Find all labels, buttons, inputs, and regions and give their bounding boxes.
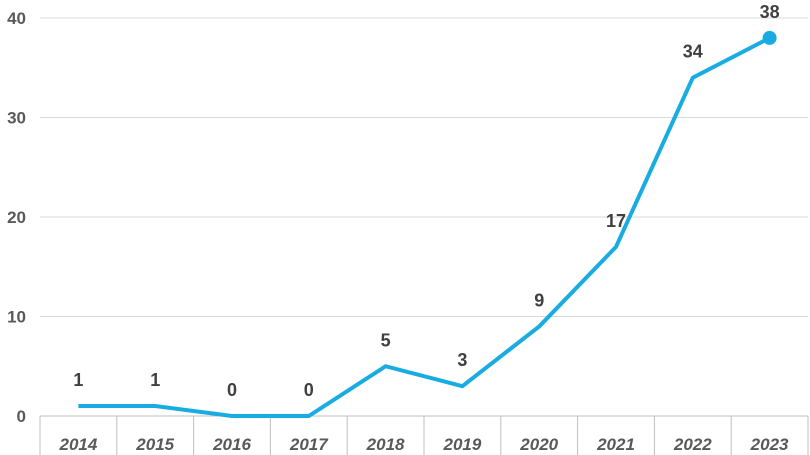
series-layer <box>78 30 777 418</box>
y-tick-label-20: 20 <box>7 208 26 227</box>
y-tick-label-10: 10 <box>7 308 26 327</box>
x-tick-label-2021: 2021 <box>596 435 635 454</box>
x-tick-label-2015: 2015 <box>135 435 174 454</box>
y-axis-ticks: 0 10 20 30 40 <box>7 9 26 426</box>
x-tick-label-2017: 2017 <box>289 435 329 454</box>
data-label-2022: 34 <box>683 42 703 62</box>
x-tick-label-2019: 2019 <box>442 435 481 454</box>
series-line-0 <box>78 36 771 418</box>
gridlines <box>40 17 808 317</box>
data-label-2018: 5 <box>381 330 391 350</box>
x-tick-label-2023: 2023 <box>750 435 789 454</box>
end-point-marker <box>762 30 777 45</box>
x-tick-label-2014: 2014 <box>58 435 97 454</box>
data-label-2015: 1 <box>150 370 160 390</box>
data-label-2014: 1 <box>73 370 83 390</box>
x-tick-label-2016: 2016 <box>212 435 251 454</box>
data-labels: 1 1 0 0 5 3 9 17 34 38 <box>73 2 779 400</box>
x-tick-label-2018: 2018 <box>366 435 405 454</box>
x-tick-label-2022: 2022 <box>673 435 712 454</box>
data-label-2017: 0 <box>304 380 314 400</box>
x-axis: 2014 2015 2016 2017 2018 2019 2020 2021 2022 2023 <box>39 415 809 455</box>
data-label-2023: 38 <box>760 2 780 22</box>
x-tick-label-2020: 2020 <box>519 435 558 454</box>
data-label-2020: 9 <box>534 290 544 310</box>
y-tick-label-0: 0 <box>17 407 26 426</box>
y-tick-label-30: 30 <box>7 109 26 128</box>
data-label-2019: 3 <box>457 350 467 370</box>
data-label-2021: 17 <box>606 211 626 231</box>
data-label-2016: 0 <box>227 380 237 400</box>
y-tick-label-40: 40 <box>7 9 26 28</box>
